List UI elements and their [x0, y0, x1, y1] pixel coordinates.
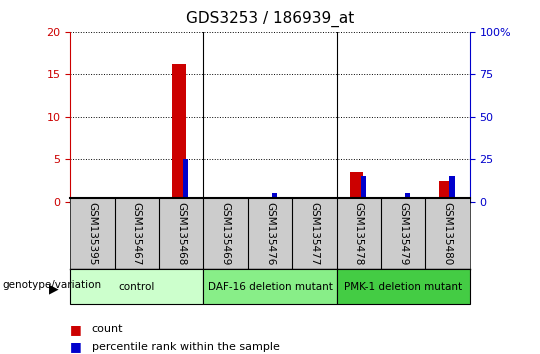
Text: percentile rank within the sample: percentile rank within the sample: [92, 342, 280, 352]
Text: control: control: [119, 282, 155, 292]
Bar: [361, 176, 366, 202]
Text: GSM135480: GSM135480: [443, 202, 453, 265]
Bar: [350, 172, 363, 202]
Text: DAF-16 deletion mutant: DAF-16 deletion mutant: [207, 282, 333, 292]
Text: GSM135468: GSM135468: [176, 202, 186, 266]
Bar: [405, 193, 410, 202]
Text: GSM135469: GSM135469: [221, 202, 231, 266]
Bar: [204, 269, 336, 304]
Text: genotype/variation: genotype/variation: [3, 280, 102, 290]
Text: GSM135467: GSM135467: [132, 202, 142, 266]
Text: GSM135476: GSM135476: [265, 202, 275, 266]
Text: GSM135395: GSM135395: [87, 202, 97, 266]
Bar: [336, 269, 470, 304]
Bar: [70, 269, 204, 304]
Bar: [438, 181, 452, 202]
Text: GSM135477: GSM135477: [309, 202, 319, 266]
Bar: [449, 176, 455, 202]
Bar: [172, 64, 186, 202]
Text: GDS3253 / 186939_at: GDS3253 / 186939_at: [186, 11, 354, 27]
Text: ▶: ▶: [49, 282, 59, 295]
Text: ■: ■: [70, 341, 82, 353]
Text: GSM135479: GSM135479: [398, 202, 408, 266]
Bar: [272, 193, 277, 202]
Text: PMK-1 deletion mutant: PMK-1 deletion mutant: [344, 282, 462, 292]
Text: ■: ■: [70, 323, 82, 336]
Bar: [183, 159, 188, 202]
Text: GSM135478: GSM135478: [354, 202, 364, 266]
Text: count: count: [92, 324, 123, 334]
